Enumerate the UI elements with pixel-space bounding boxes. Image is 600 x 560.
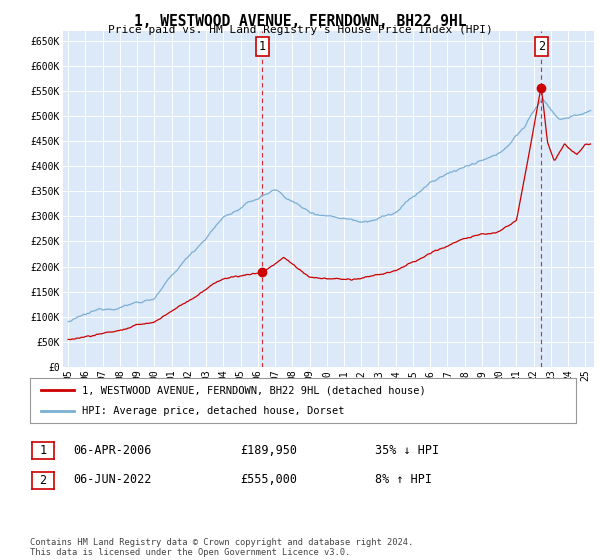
Text: 1, WESTWOOD AVENUE, FERNDOWN, BH22 9HL: 1, WESTWOOD AVENUE, FERNDOWN, BH22 9HL <box>134 14 466 29</box>
Text: 1: 1 <box>40 444 46 458</box>
Text: 2: 2 <box>538 40 545 53</box>
Text: HPI: Average price, detached house, Dorset: HPI: Average price, detached house, Dors… <box>82 405 344 416</box>
Text: 35% ↓ HPI: 35% ↓ HPI <box>375 444 439 457</box>
Text: 06-JUN-2022: 06-JUN-2022 <box>73 473 152 487</box>
Text: 06-APR-2006: 06-APR-2006 <box>73 444 152 457</box>
Text: Price paid vs. HM Land Registry's House Price Index (HPI): Price paid vs. HM Land Registry's House … <box>107 25 493 35</box>
Text: 8% ↑ HPI: 8% ↑ HPI <box>375 473 432 487</box>
Text: 1, WESTWOOD AVENUE, FERNDOWN, BH22 9HL (detached house): 1, WESTWOOD AVENUE, FERNDOWN, BH22 9HL (… <box>82 385 425 395</box>
Text: 1: 1 <box>259 40 266 53</box>
Text: 2: 2 <box>40 474 46 487</box>
Text: £189,950: £189,950 <box>240 444 297 457</box>
Text: Contains HM Land Registry data © Crown copyright and database right 2024.
This d: Contains HM Land Registry data © Crown c… <box>30 538 413 557</box>
Text: £555,000: £555,000 <box>240 473 297 487</box>
